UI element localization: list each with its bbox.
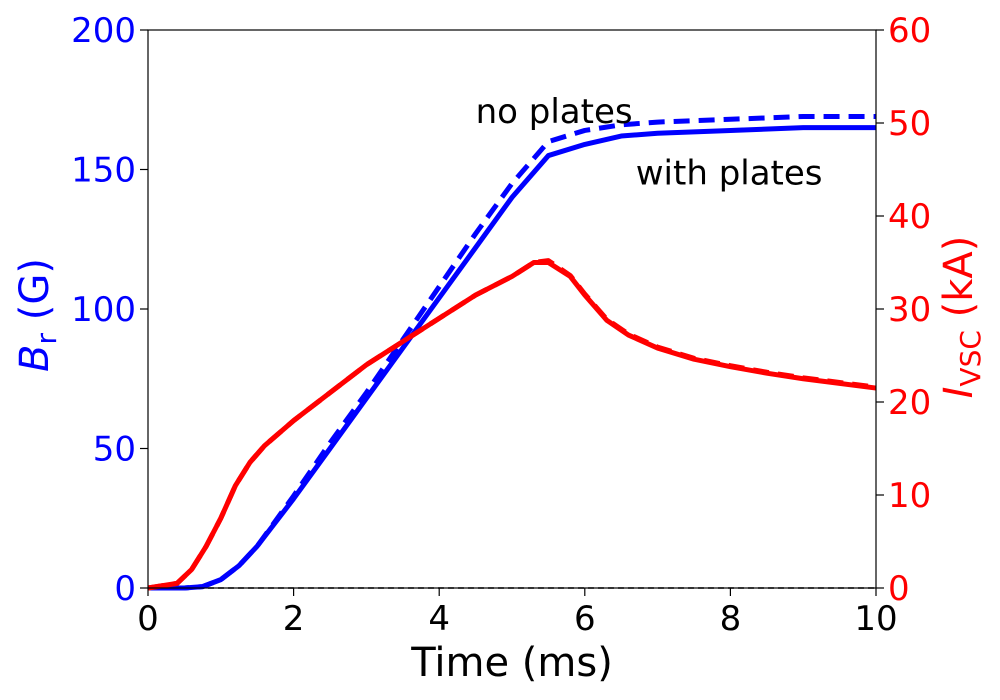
- plot-area: [148, 30, 876, 589]
- x-tick-label: 10: [854, 599, 897, 639]
- y-left-tick-label: 50: [93, 430, 136, 470]
- y-left-label-subscript: r: [30, 332, 63, 344]
- y-right-label-symbol: I: [936, 387, 982, 399]
- series-line-i-vsc-no-plates: [147, 258, 877, 591]
- x-axis-label: Time (ms): [410, 640, 613, 686]
- y-right-tick-label: 60: [888, 11, 931, 51]
- y-left-label-symbol: B: [12, 344, 58, 371]
- plot-background: [148, 30, 876, 588]
- x-tick-label: 0: [137, 599, 159, 639]
- y-left-tick-label: 0: [114, 569, 136, 609]
- annotation-label: with plates: [636, 153, 823, 193]
- series-layer: [147, 113, 877, 591]
- y-left-tick-label: 200: [71, 11, 136, 51]
- y-left-tick-label: 100: [71, 290, 136, 330]
- series-line-b-r-no-plates: [148, 113, 876, 591]
- y-right-tick-label: 10: [888, 476, 931, 516]
- y-left-label-unit: (G): [12, 258, 58, 333]
- x-tick-label: 6: [574, 599, 596, 639]
- y-right-tick-label: 30: [888, 290, 931, 330]
- x-tick-label: 4: [428, 599, 450, 639]
- y-right-label-subscript: VSC: [954, 330, 987, 386]
- y-left-tick-label: 150: [71, 151, 136, 191]
- y-right-tick-label: 50: [888, 104, 931, 144]
- x-tick-label: 8: [720, 599, 742, 639]
- annotation-label: no plates: [476, 92, 633, 132]
- y-right-tick-label: 0: [888, 569, 910, 609]
- y-right-axis-label: IVSC (kA): [936, 236, 987, 399]
- y-left-axis-label: Br (G): [12, 258, 63, 372]
- x-tick-label: 2: [283, 599, 305, 639]
- y-right-label-unit: (kA): [936, 236, 982, 330]
- y-right-tick-label: 40: [888, 197, 931, 237]
- y-right-tick-label: 20: [888, 383, 931, 423]
